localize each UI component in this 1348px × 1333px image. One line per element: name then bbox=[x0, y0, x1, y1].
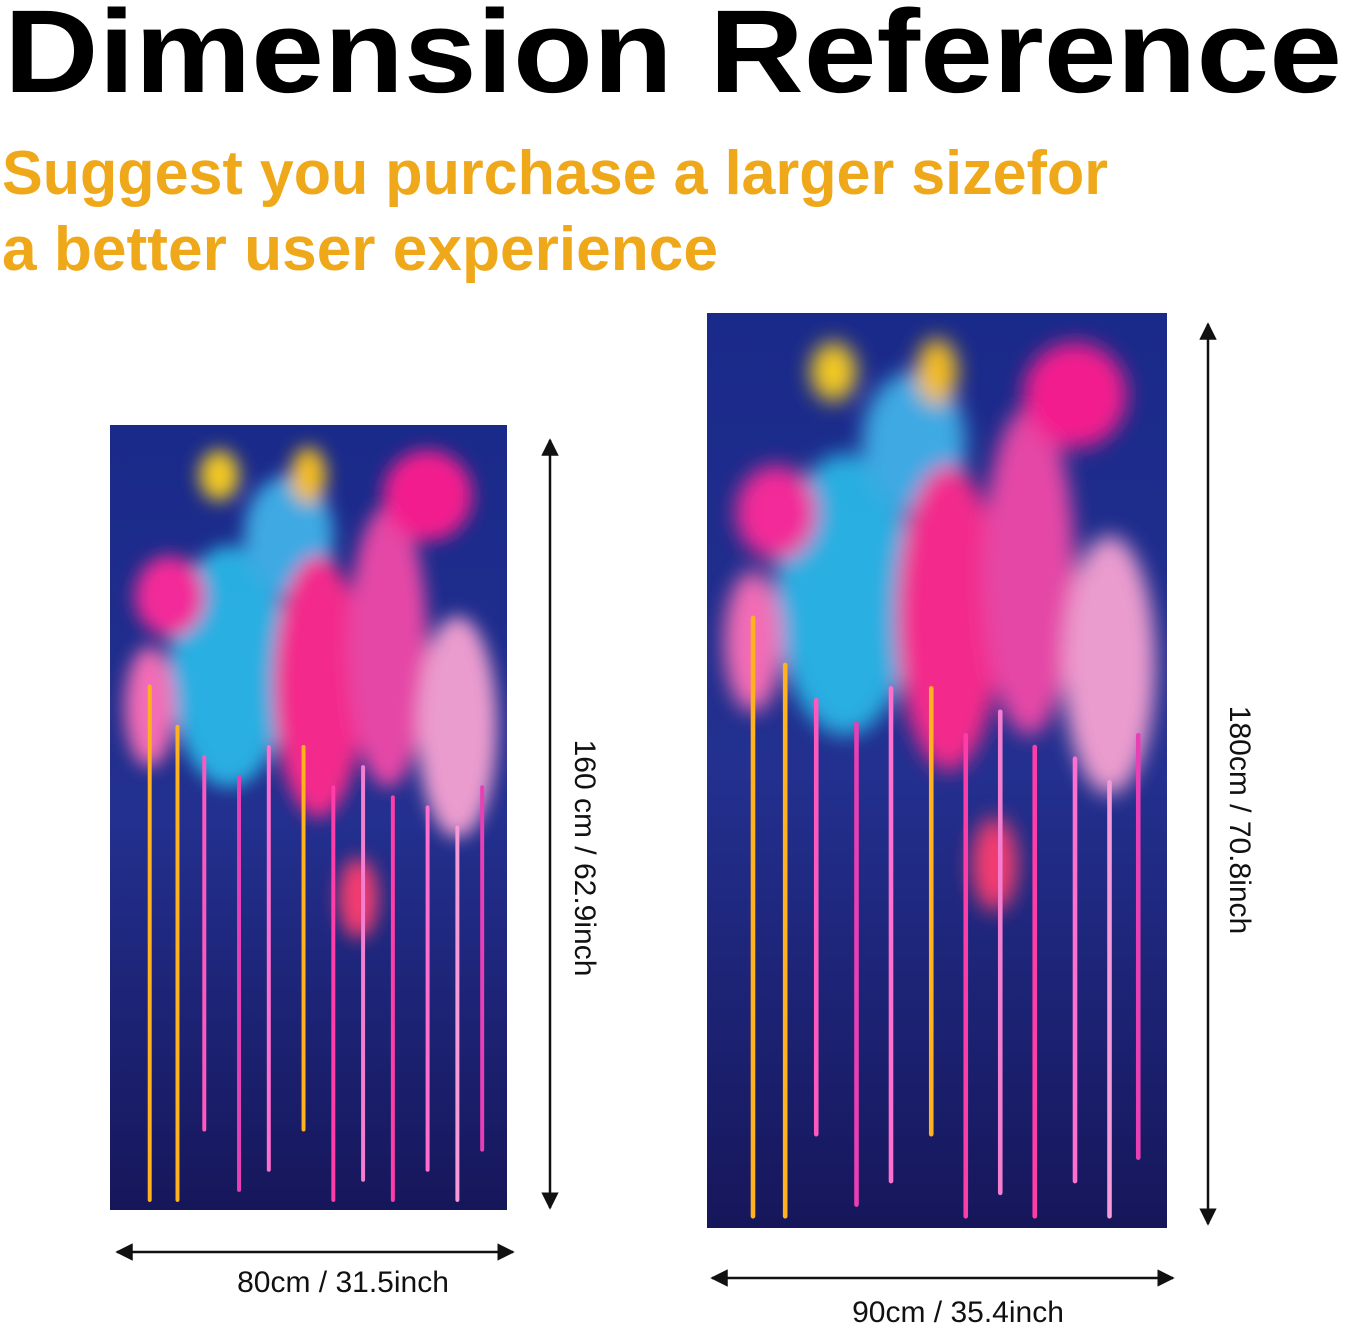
height-label: 160 cm / 62.9inch bbox=[568, 740, 601, 977]
subtitle-line: a better user experience bbox=[2, 215, 718, 284]
width-label: 80cm / 31.5inch bbox=[237, 1266, 449, 1299]
width-label: 90cm / 35.4inch bbox=[852, 1296, 1064, 1328]
height-label: 180cm / 70.8inch bbox=[1223, 706, 1256, 934]
towel-image bbox=[707, 313, 1167, 1228]
towel-image bbox=[110, 425, 507, 1210]
subtitle-line: Suggest you purchase a larger sizefor bbox=[2, 139, 1108, 208]
title: Dimension Reference bbox=[4, 0, 1342, 118]
